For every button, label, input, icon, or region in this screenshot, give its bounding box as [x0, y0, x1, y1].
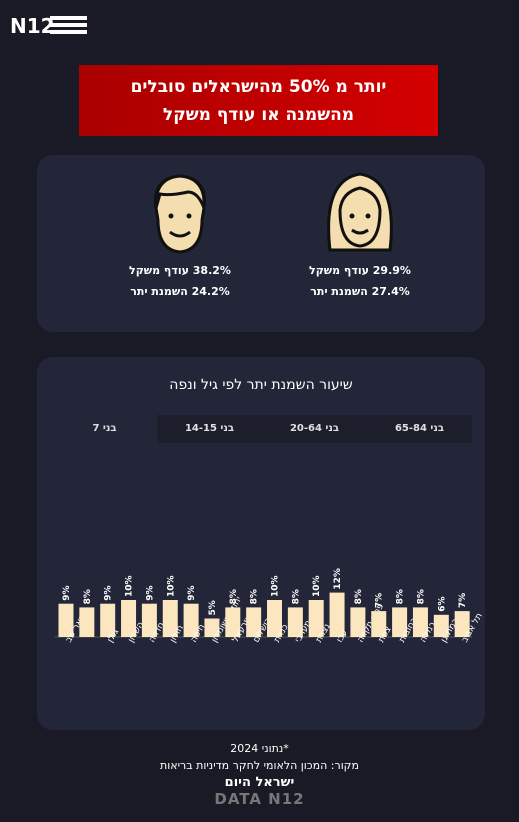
value-label: 12%: [333, 568, 343, 590]
bar: [329, 592, 345, 637]
source: מקור: המכון הלאומי לחקר מדיניות בריאות: [160, 759, 359, 772]
bar: [183, 603, 199, 637]
stat: 27.4% השמנת יתר: [310, 285, 410, 298]
value-label: 8%: [396, 589, 406, 604]
bar: [121, 600, 137, 637]
bar: [412, 607, 428, 637]
bar: [433, 614, 449, 637]
value-label: 10%: [271, 575, 281, 597]
banner-line: יותר מ 50% מהישראלים סובלים: [130, 76, 387, 97]
value-label: 9%: [62, 585, 72, 600]
bar: [225, 607, 241, 637]
bar: [350, 607, 366, 637]
chart-title: שיעור השמנת יתר לפי גיל ונפה: [169, 377, 353, 393]
value-label: 8%: [416, 589, 426, 604]
banner: יותר מ 50% מהישראלים סובלים מהשמנה או עו…: [79, 65, 438, 136]
men-stats: 38.2% עודף משקל 24.2% השמנת יתר: [110, 260, 250, 302]
value-label: 8%: [291, 589, 301, 604]
banner-line: מהשמנה או עודף משקל: [162, 104, 355, 125]
bar: [58, 603, 74, 637]
value-label: 9%: [104, 585, 114, 600]
tab[interactable]: בני 7: [52, 415, 157, 443]
bar: [141, 603, 157, 637]
bar: [287, 607, 303, 637]
value-label: 10%: [125, 575, 135, 597]
value-label: 7%: [375, 593, 385, 608]
bar: [371, 611, 387, 637]
bar: [79, 607, 95, 637]
data-logo: DATA N12: [214, 790, 305, 808]
tab[interactable]: בני 65-84: [394, 423, 445, 434]
chart: 9%...באר שב8% 9%גולן10%השרון9%חדרה10%חולו…: [55, 568, 485, 645]
bar: [392, 607, 408, 637]
bar: [204, 618, 220, 637]
value-label: 6%: [437, 597, 447, 612]
logo-bars: [50, 16, 87, 20]
value-label: 5%: [208, 600, 218, 615]
man-icon: [154, 174, 206, 254]
value-label: 8%: [229, 589, 239, 604]
bar: [308, 600, 324, 637]
logo[interactable]: N12: [10, 14, 55, 38]
value-label: 9%: [145, 585, 155, 600]
women-stats: 29.9% עודף משקל 27.4% השמנת יתר: [290, 260, 430, 302]
stat: 29.9% עודף משקל: [309, 264, 411, 277]
bar: [100, 603, 116, 637]
footnote: *נתוני 2024: [230, 742, 289, 755]
value-label: 9%: [187, 585, 197, 600]
tab[interactable]: בני 20-64: [289, 423, 340, 434]
value-label: 10%: [312, 575, 322, 597]
woman-icon: [327, 172, 393, 252]
bar: [454, 611, 470, 637]
value-label: 8%: [354, 589, 364, 604]
tabs: בני 65-84 בני 20-64 בני 14-15 בני 7: [52, 415, 472, 443]
bar: [246, 607, 262, 637]
value-label: 8%: [83, 589, 93, 604]
stats-card: [37, 155, 485, 332]
value-label: 8%: [250, 589, 260, 604]
bar: [267, 600, 282, 637]
value-label: 10%: [166, 575, 176, 597]
brand: ישראל היום: [224, 775, 295, 790]
stat: 24.2% השמנת יתר: [130, 285, 230, 298]
tab[interactable]: בני 14-15: [184, 423, 235, 434]
stat: 38.2% עודף משקל: [129, 264, 231, 277]
value-label: 7%: [458, 593, 468, 608]
bar: [162, 600, 178, 637]
